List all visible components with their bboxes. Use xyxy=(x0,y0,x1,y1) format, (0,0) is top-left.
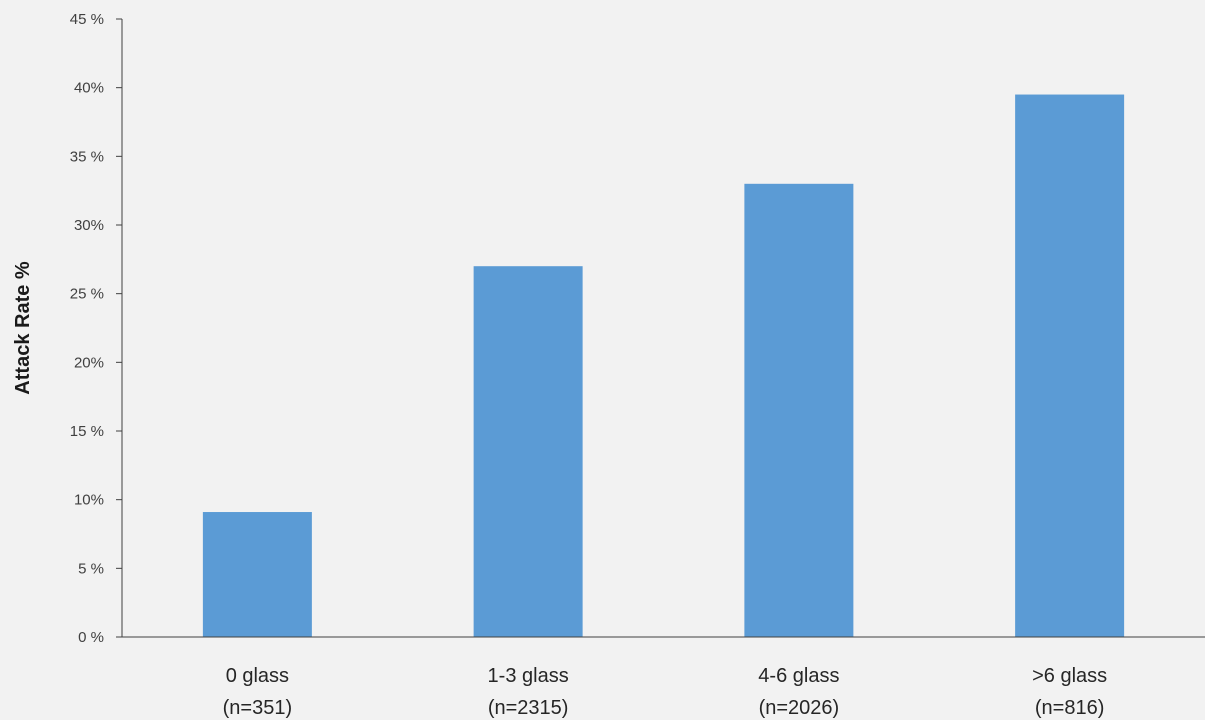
y-axis-title: Attack Rate % xyxy=(12,261,34,395)
y-axis-ticks: 0 % 5 % 10% 15 % 20% 25 % 30% 35 % 40% 45 % xyxy=(70,11,122,646)
y-tick-label: 20% xyxy=(74,354,104,371)
y-tick-label: 0 % xyxy=(78,629,104,646)
x-tick-sublabel: (n=2026) xyxy=(759,697,840,719)
bar xyxy=(744,183,854,638)
y-tick-label: 15 % xyxy=(70,423,104,440)
y-tick-label: 25 % xyxy=(70,286,104,303)
x-tick-sublabel: (n=351) xyxy=(223,697,293,719)
y-tick-label: 45 % xyxy=(70,11,104,28)
x-tick-label: 0 glass xyxy=(226,665,289,687)
x-tick-sublabel: (n=2315) xyxy=(488,697,569,719)
bar xyxy=(1015,94,1125,638)
y-tick-label: 10% xyxy=(74,492,104,509)
y-tick-label: 5 % xyxy=(78,560,104,577)
x-tick-label: 4-6 glass xyxy=(758,665,839,687)
y-tick-label: 40% xyxy=(74,80,104,97)
y-tick-label: 35 % xyxy=(70,148,104,165)
x-axis-category-labels: 0 glass (n=351) 1-3 glass (n=2315) 4-6 glass… xyxy=(223,665,1108,719)
x-tick-sublabel: (n=816) xyxy=(1035,697,1105,719)
bar xyxy=(473,266,583,637)
x-tick-label: 1-3 glass xyxy=(488,665,569,687)
x-tick-label: >6 glass xyxy=(1032,665,1107,687)
y-tick-label: 30% xyxy=(74,217,104,234)
bars xyxy=(202,94,1125,638)
bar xyxy=(202,512,312,637)
